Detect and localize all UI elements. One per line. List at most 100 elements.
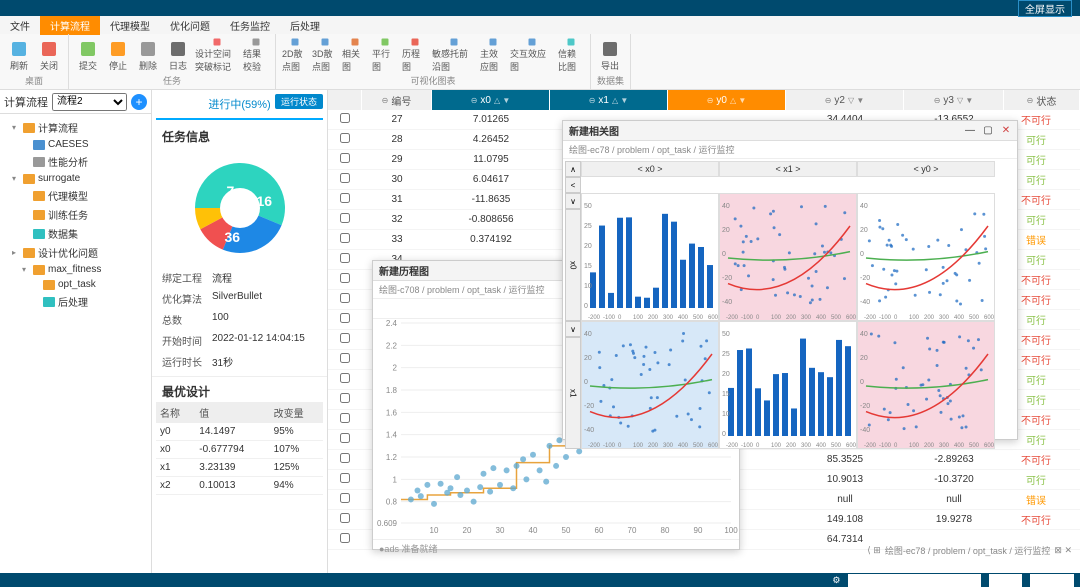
layout-button[interactable]: 布局 ▾ (989, 574, 1022, 587)
row-checkbox[interactable] (340, 353, 350, 363)
svg-text:-100: -100 (741, 443, 754, 449)
col-y3[interactable]: ⊖y3▽ ▼ (904, 90, 1004, 110)
col-x1[interactable]: ⊖x1△ ▼ (550, 90, 668, 110)
tree-item[interactable]: 数据集 (4, 224, 147, 243)
ribbon-scatter3d[interactable]: 3D散点图 (312, 37, 338, 73)
ribbon-close[interactable]: 关闭 (36, 37, 62, 73)
ribbon-stop[interactable]: 停止 (105, 37, 131, 73)
fullscreen-button[interactable]: 全屏显示 (1018, 0, 1072, 17)
row-checkbox[interactable] (340, 313, 350, 323)
col-y2[interactable]: ⊖y2▽ ▼ (786, 90, 904, 110)
row-checkbox[interactable] (340, 473, 350, 483)
menu-tab-5[interactable]: 后处理 (280, 16, 330, 35)
ribbon-correlation[interactable]: 相关图 (342, 37, 368, 73)
status-path[interactable]: problem / opt_task / 运行监控 ▾ (848, 574, 981, 587)
tree-item[interactable]: CAESES (4, 137, 147, 152)
tree-item[interactable]: ▾计算流程 (4, 118, 147, 137)
col-id[interactable]: ⊖编号 (362, 90, 432, 110)
menu-tab-3[interactable]: 优化问题 (160, 16, 220, 35)
ribbon-main-effect[interactable]: 主效应图 (480, 37, 506, 73)
menu-tab-0[interactable]: 文件 (0, 16, 40, 35)
tree-item[interactable]: 训练任务 (4, 205, 147, 224)
nav-down-icon[interactable]: ∨ (565, 193, 581, 209)
tree-item[interactable]: 后处理 (4, 292, 147, 311)
ribbon-result-check[interactable]: 结果校验 (243, 37, 269, 73)
hide-all-button[interactable]: 隐藏全部 (1030, 574, 1074, 587)
svg-text:40: 40 (584, 331, 592, 338)
ribbon-interaction[interactable]: 交互效应图 (510, 37, 554, 73)
tree-item[interactable]: opt_task (4, 277, 147, 292)
maximize-icon[interactable]: ▢ (981, 123, 995, 137)
tree-item[interactable]: ▾max_fitness (4, 262, 147, 277)
add-flow-button[interactable]: + (131, 94, 147, 110)
corr-row-header[interactable]: x0 (565, 209, 581, 321)
tree-item[interactable]: 性能分析 (4, 152, 147, 171)
svg-text:50: 50 (562, 526, 571, 535)
menu-tab-4[interactable]: 任务监控 (220, 16, 280, 35)
ribbon-log[interactable]: 日志 (165, 37, 191, 73)
ribbon-submit[interactable]: 提交 (75, 37, 101, 73)
correlation-window-title[interactable]: 新建相关图 (563, 121, 1017, 141)
project-tree: ▾计算流程CAESES性能分析▾surrogate代理模型训练任务数据集▸设计优… (0, 114, 151, 315)
corr-row-header[interactable]: x1 (565, 337, 581, 449)
row-checkbox[interactable] (340, 393, 350, 403)
row-checkbox[interactable] (340, 413, 350, 423)
tree-item[interactable]: ▸设计优化问题 (4, 243, 147, 262)
corr-col-header[interactable]: < x1 > (719, 161, 857, 177)
row-checkbox[interactable] (340, 273, 350, 283)
row-checkbox[interactable] (340, 453, 350, 463)
row-checkbox[interactable] (340, 113, 350, 123)
flow-select[interactable]: 流程2 (52, 93, 127, 111)
svg-text:10: 10 (430, 526, 439, 535)
correlation-breadcrumb: 绘图-ec78 / problem / opt_task / 运行监控 (563, 141, 1017, 159)
col-y0[interactable]: ⊖y0△ ▼ (668, 90, 786, 110)
row-checkbox[interactable] (340, 173, 350, 183)
ribbon-export[interactable]: 导出 (597, 37, 623, 73)
svg-text:-20: -20 (584, 403, 594, 410)
row-checkbox[interactable] (340, 333, 350, 343)
tree-item[interactable]: 代理模型 (4, 186, 147, 205)
svg-text:10: 10 (722, 411, 730, 418)
corr-col-header[interactable]: < x0 > (581, 161, 719, 177)
svg-text:300: 300 (939, 443, 950, 449)
row-checkbox[interactable] (340, 533, 350, 543)
ribbon-parallel[interactable]: 平行图 (372, 37, 398, 73)
row-checkbox[interactable] (340, 133, 350, 143)
crumb-close-icon[interactable]: ⊠ ✕ (1054, 545, 1072, 556)
row-checkbox[interactable] (340, 513, 350, 523)
tree-item[interactable]: ▾surrogate (4, 171, 147, 186)
close-icon[interactable]: ✕ (999, 123, 1013, 137)
minimize-icon[interactable]: — (963, 123, 977, 137)
ribbon-confidence[interactable]: 信赖比图 (558, 37, 584, 73)
nav-left-icon[interactable]: < (565, 177, 581, 193)
nav-up-icon[interactable]: ∧ (565, 161, 581, 177)
ribbon-pareto-front[interactable]: 敏感托前沿图 (432, 37, 476, 73)
workspace: 计算流程 流程2 + ▾计算流程CAESES性能分析▾surrogate代理模型… (0, 90, 1080, 573)
row-checkbox[interactable] (340, 153, 350, 163)
ribbon-scatter2d[interactable]: 2D散点图 (282, 37, 308, 73)
corr-col-header[interactable]: < y0 > (857, 161, 995, 177)
correlation-chart-window[interactable]: 新建相关图 — ▢ ✕ 绘图-ec78 / problem / opt_task… (562, 120, 1018, 440)
row-checkbox[interactable] (340, 233, 350, 243)
col-x0[interactable]: ⊖x0△ ▼ (432, 90, 550, 110)
svg-text:600: 600 (708, 443, 719, 449)
row-checkbox[interactable] (340, 493, 350, 503)
ribbon-delete[interactable]: 删除 (135, 37, 161, 73)
row-checkbox[interactable] (340, 213, 350, 223)
gear-icon[interactable]: ⚙ (832, 575, 840, 586)
ribbon-pareto-mark[interactable]: 设计空间突破标记 (195, 37, 239, 73)
menu-tab-2[interactable]: 代理模型 (100, 16, 160, 35)
ribbon-history[interactable]: 历程图 (402, 37, 428, 73)
col-status[interactable]: ⊖状态 (1004, 90, 1080, 110)
svg-text:0: 0 (584, 379, 588, 386)
row-checkbox[interactable] (340, 253, 350, 263)
nav-down-icon[interactable]: ∨ (565, 321, 581, 337)
row-checkbox[interactable] (340, 193, 350, 203)
row-checkbox[interactable] (340, 293, 350, 303)
row-checkbox[interactable] (340, 373, 350, 383)
menu-tab-1[interactable]: 计算流程 (40, 16, 100, 35)
ribbon-refresh[interactable]: 刷新 (6, 37, 32, 73)
col-checkbox[interactable] (328, 90, 362, 110)
task-info-row: 开始时间2022-01-12 14:04:15 (162, 330, 317, 351)
row-checkbox[interactable] (340, 433, 350, 443)
